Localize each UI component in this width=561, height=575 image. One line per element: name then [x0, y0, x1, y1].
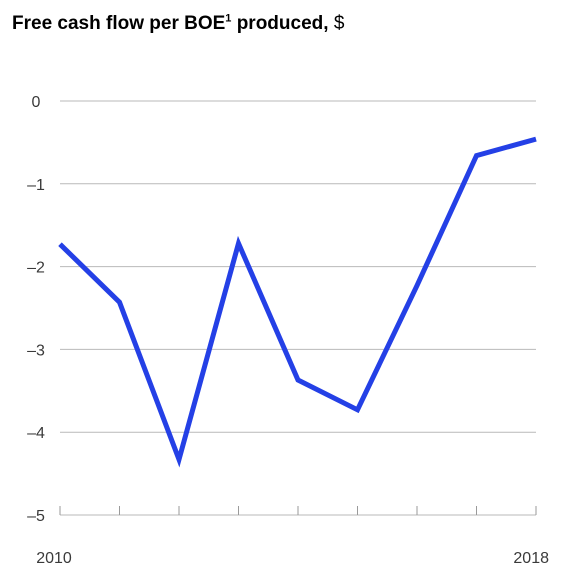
series-line	[58, 136, 537, 468]
x-axis-ticks	[59, 506, 537, 515]
series-layer	[58, 136, 537, 468]
y-tick-label: –5	[27, 508, 45, 525]
y-axis-labels: 0 –1 –2 –3 –4 –5	[27, 94, 45, 525]
chart-title-unit: $	[328, 13, 345, 34]
chart-title-footnote-marker: 1	[225, 12, 232, 25]
chart-title: Free cash flow per BOE1 produced, $	[12, 12, 344, 36]
x-tick-label: 2018	[513, 550, 549, 567]
x-tick-label: 2010	[36, 550, 72, 567]
gridlines	[60, 100, 536, 516]
y-tick-label: –2	[27, 260, 45, 277]
y-tick-label: –3	[27, 342, 45, 359]
y-tick-label: –1	[27, 177, 45, 194]
y-tick-label: 0	[32, 94, 41, 111]
chart-title-main: Free cash flow per BOE	[12, 13, 226, 34]
chart-title-suffix: produced,	[231, 13, 329, 34]
y-tick-label: –4	[27, 425, 45, 442]
x-axis-labels: 2010 2018	[36, 550, 549, 567]
